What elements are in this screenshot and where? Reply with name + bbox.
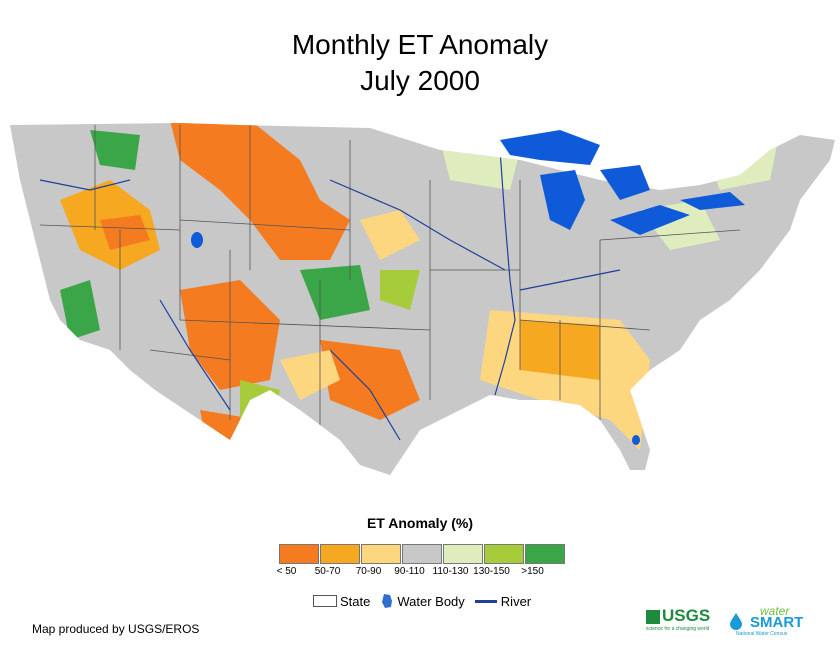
rivers (39, 149, 621, 441)
legend-label: 110-130 (432, 566, 469, 577)
anomaly-region (240, 380, 280, 440)
anomaly-region (300, 265, 370, 320)
anomaly-region (90, 130, 140, 170)
swatch-90-110 (402, 544, 442, 564)
swatch-50-70 (320, 544, 360, 564)
legend-label: 90-110 (394, 566, 425, 577)
usgs-tagline: science for a changing world (646, 626, 710, 632)
map-title: Monthly ET Anomaly (291, 29, 549, 60)
anomaly-region (380, 270, 420, 310)
anomaly-region (320, 340, 420, 420)
swatch-130-150 (484, 544, 524, 564)
legend-swatches (279, 544, 566, 564)
water-body-icon (382, 594, 393, 608)
watersmart-sub: National Water Census (736, 631, 788, 637)
great-lakes (500, 130, 745, 235)
key-state: State (313, 594, 370, 609)
lake-okeechobee (632, 435, 640, 445)
legend-title: ET Anomaly (%) (366, 515, 474, 531)
legend-label: >150 (521, 566, 544, 577)
usgs-logo: USGS science for a changing world (646, 606, 724, 636)
legend-label: 130-150 (473, 566, 510, 577)
legend-labels: < 50 50-70 70-90 90-110 110-130 130-150 … (266, 566, 553, 577)
watersmart-top: water (760, 604, 790, 618)
base-anomaly (10, 123, 835, 475)
map-key: State Water Body River (313, 593, 541, 609)
anomaly-region (280, 350, 340, 400)
anomaly-region (360, 210, 420, 260)
great-salt-lake (191, 232, 203, 248)
watersmart-main: SMART (750, 614, 804, 631)
legend-label: 70-90 (355, 566, 382, 577)
map-subtitle: July 2000 (360, 65, 480, 96)
usgs-wordmark: USGS (662, 606, 711, 625)
anomaly-region (170, 123, 350, 260)
key-state-label: State (340, 593, 371, 609)
key-river-label: River (500, 593, 532, 609)
anomaly-region (100, 215, 150, 250)
swatch-70-90 (361, 544, 401, 564)
credit-text: Map produced by USGS/EROS (32, 622, 200, 636)
water-drop-icon (730, 613, 742, 630)
legend-label: < 50 (276, 566, 297, 577)
key-water-label: Water Body (397, 593, 465, 609)
key-river: River (474, 593, 532, 609)
swatch-lt50 (279, 544, 319, 564)
key-water: Water Body (380, 593, 465, 609)
usgs-mark-icon (646, 610, 660, 624)
swatch-gt150 (525, 544, 565, 564)
river-swatch (474, 599, 497, 603)
anomaly-region (60, 280, 100, 340)
legend-label: 50-70 (314, 566, 341, 577)
state-swatch (313, 595, 337, 607)
swatch-110-130 (443, 544, 483, 564)
watersmart-logo: water SMART National Water Census (728, 604, 818, 638)
us-et-anomaly-map (10, 123, 835, 475)
